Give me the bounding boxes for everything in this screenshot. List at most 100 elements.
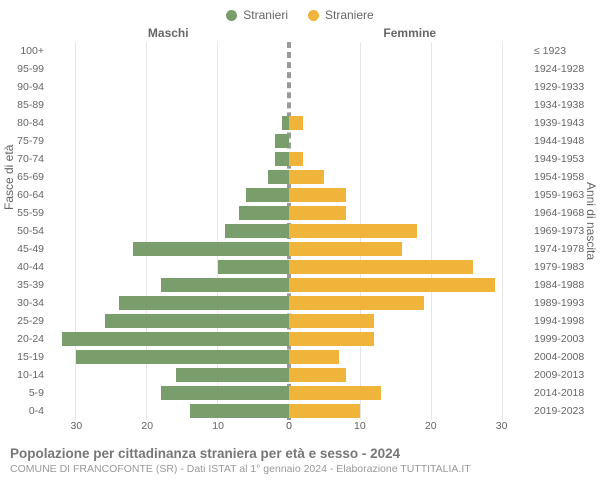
x-axis-left: 3020100 (48, 420, 289, 436)
bar-row (48, 60, 289, 78)
bar-female (289, 170, 324, 184)
bar-male (190, 404, 289, 418)
bar-male (275, 134, 289, 148)
x-tick: 10 (354, 420, 366, 432)
birth-label: 2009-2013 (534, 366, 584, 384)
age-label: 50-54 (17, 222, 44, 240)
bar-female (289, 314, 374, 328)
birth-label: 1934-1938 (534, 96, 584, 114)
age-label: 40-44 (17, 258, 44, 276)
bar-row (48, 222, 289, 240)
birth-label: 1939-1943 (534, 114, 584, 132)
x-tick: 20 (425, 420, 437, 432)
birth-label: 1979-1983 (534, 258, 584, 276)
bar-row (48, 96, 289, 114)
age-label: 25-29 (17, 312, 44, 330)
bar-row (48, 132, 289, 150)
bar-female (289, 116, 303, 130)
legend-swatch-male (226, 10, 237, 21)
age-label: 85-89 (17, 96, 44, 114)
column-title-male: Maschi (48, 26, 289, 42)
bar-row (289, 60, 530, 78)
birth-label: 1944-1948 (534, 132, 584, 150)
legend-swatch-female (308, 10, 319, 21)
age-label: 45-49 (17, 240, 44, 258)
bar-row (48, 384, 289, 402)
bar-row (289, 42, 530, 60)
bar-row (289, 312, 530, 330)
age-label: 90-94 (17, 78, 44, 96)
age-label: 70-74 (17, 150, 44, 168)
bar-female (289, 296, 424, 310)
bar-male (225, 224, 289, 238)
bar-female (289, 152, 303, 166)
y-axis-right-labels: ≤ 19231924-19281929-19331934-19381939-19… (530, 42, 592, 420)
age-label: 100+ (20, 42, 44, 60)
legend-label-male: Stranieri (243, 8, 288, 22)
legend-item-male: Stranieri (226, 8, 288, 22)
bars-female (289, 42, 530, 420)
bar-row (48, 150, 289, 168)
bar-row (289, 240, 530, 258)
birth-label: 1949-1953 (534, 150, 584, 168)
bar-female (289, 332, 374, 346)
age-label: 60-64 (17, 186, 44, 204)
bar-male (161, 386, 289, 400)
bar-female (289, 188, 346, 202)
birth-label: 1999-2003 (534, 330, 584, 348)
bar-row (48, 348, 289, 366)
bar-row (48, 330, 289, 348)
legend-item-female: Straniere (308, 8, 374, 22)
birth-label: 1959-1963 (534, 186, 584, 204)
bar-row (289, 186, 530, 204)
pyramid-chart: Stranieri Straniere Maschi Femmine Fasce… (0, 0, 600, 500)
bar-row (289, 402, 530, 420)
x-tick: 10 (212, 420, 224, 432)
legend: Stranieri Straniere (0, 0, 600, 26)
birth-label: 2019-2023 (534, 402, 584, 420)
bar-male (239, 206, 289, 220)
chart-title: Popolazione per cittadinanza straniera p… (10, 446, 590, 461)
birth-label: 1974-1978 (534, 240, 584, 258)
bar-row (48, 204, 289, 222)
bar-row (48, 42, 289, 60)
bar-female (289, 224, 417, 238)
birth-label: 2004-2008 (534, 348, 584, 366)
x-tick: 30 (71, 420, 83, 432)
age-label: 30-34 (17, 294, 44, 312)
bar-row (289, 222, 530, 240)
bar-male (62, 332, 289, 346)
bar-row (48, 312, 289, 330)
y-axis-title-right: Anni di nascita (584, 182, 598, 260)
bar-row (48, 276, 289, 294)
bar-row (48, 168, 289, 186)
birth-label: 1964-1968 (534, 204, 584, 222)
bar-row (48, 402, 289, 420)
chart-footer: Popolazione per cittadinanza straniera p… (0, 436, 600, 475)
chart-subtitle: COMUNE DI FRANCOFONTE (SR) - Dati ISTAT … (10, 463, 590, 475)
bar-row (289, 78, 530, 96)
bar-male (119, 296, 289, 310)
bar-row (48, 186, 289, 204)
age-label: 80-84 (17, 114, 44, 132)
legend-label-female: Straniere (325, 8, 374, 22)
bar-male (176, 368, 289, 382)
bar-male (218, 260, 289, 274)
age-label: 65-69 (17, 168, 44, 186)
bar-row (48, 258, 289, 276)
bars-male (48, 42, 289, 420)
birth-label: ≤ 1923 (534, 42, 566, 60)
bar-row (48, 240, 289, 258)
bar-female (289, 242, 402, 256)
bar-row (289, 276, 530, 294)
age-label: 35-39 (17, 276, 44, 294)
bar-row (48, 114, 289, 132)
bar-row (289, 96, 530, 114)
x-axis: 3020100 0102030 (0, 420, 600, 436)
age-label: 55-59 (17, 204, 44, 222)
age-label: 95-99 (17, 60, 44, 78)
bar-female (289, 368, 346, 382)
age-label: 75-79 (17, 132, 44, 150)
bar-row (48, 294, 289, 312)
bar-row (289, 258, 530, 276)
